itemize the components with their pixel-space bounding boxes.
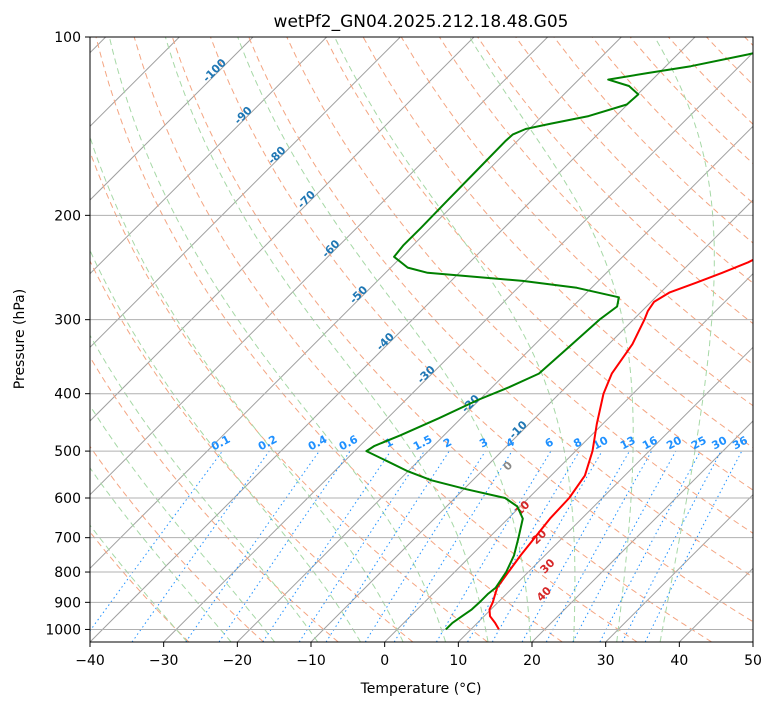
- isotherm-line: [384, 272, 753, 642]
- chart-title: wetPf2_GN04.2025.212.18.48.G05: [274, 12, 569, 32]
- y-tick-label: 900: [54, 595, 81, 611]
- y-tick-label: 100: [54, 30, 81, 46]
- x-tick-label: 30: [597, 653, 615, 669]
- y-tick-label: 200: [54, 208, 81, 224]
- isotherm-line: [90, 37, 549, 496]
- dry-adiabat-line: [171, 37, 712, 642]
- dry-adiabat-line: [248, 37, 753, 578]
- moist-adiabat-line: [654, 37, 715, 642]
- moist-adiabat-line: [90, 334, 319, 642]
- moist-adiabat-line: [90, 524, 188, 642]
- isotherm-line: [605, 493, 753, 642]
- x-tick-label: 10: [449, 653, 467, 669]
- pressure-gridlines: [90, 36, 753, 630]
- isotherm-line: [90, 37, 622, 570]
- dry-adiabat-line: [515, 37, 753, 284]
- mixing-ratio-line: [364, 450, 486, 642]
- x-tick-label: −20: [223, 653, 253, 669]
- mixing-ratio-line: [435, 450, 552, 642]
- isotherm-line: [236, 125, 753, 642]
- dry-adiabat-line: [95, 37, 563, 642]
- y-tick-label: 600: [54, 491, 81, 507]
- y-tick-label: 400: [54, 387, 81, 403]
- moist-adiabat-line: [108, 37, 446, 642]
- isotherm-line: [90, 37, 328, 275]
- mixing-ratio-label: 16: [640, 434, 660, 453]
- moist-adiabat-line: [90, 135, 404, 642]
- isotherm-line: [531, 420, 753, 642]
- x-tick-label: 50: [744, 653, 762, 669]
- mixing-ratio-line: [572, 450, 677, 642]
- mixing-ratio-label: 36: [730, 434, 750, 453]
- mixing-ratio-line: [599, 450, 701, 642]
- isotherm-line: [163, 51, 753, 642]
- mixing-ratio-label: 25: [689, 434, 709, 453]
- mixing-ratio-line: [325, 450, 450, 642]
- mixing-ratio-lines: [90, 450, 743, 642]
- plot-frame: [89, 36, 754, 643]
- sounding-series: [365, 52, 753, 631]
- x-tick-label: 0: [380, 653, 389, 669]
- isotherm-lines: [90, 37, 753, 642]
- y-tick-label: 700: [54, 531, 81, 547]
- y-tick-label: 500: [54, 444, 81, 460]
- temperature-profile: [488, 258, 753, 630]
- mixing-ratio-line: [262, 450, 392, 642]
- dry-adiabat-line: [324, 37, 753, 491]
- mixing-ratio-label: 10: [591, 434, 611, 453]
- mixing-ratio-line: [218, 450, 351, 642]
- isotherm-line: [90, 37, 254, 201]
- moist-adiabat-line: [90, 404, 275, 642]
- y-axis-ticks: 100 200 300 400 500 600 700 800 900 1000: [45, 30, 90, 638]
- moist-adiabat-line: [334, 37, 576, 642]
- moist-adiabat-line: [90, 467, 232, 642]
- mixing-ratio-line: [185, 450, 320, 642]
- y-axis-label: Pressure (hPa): [12, 289, 28, 389]
- mixing-ratio-label: 13: [618, 434, 638, 453]
- x-tick-label: 20: [523, 653, 541, 669]
- x-tick-label: −40: [75, 653, 105, 669]
- x-tick-label: −30: [149, 653, 179, 669]
- mixing-ratio-label: 20: [664, 434, 684, 453]
- dry-adiabat-line: [90, 259, 414, 642]
- mixing-ratio-line: [298, 450, 425, 642]
- isotherm-line: [90, 37, 475, 422]
- x-tick-label: 40: [670, 653, 688, 669]
- dry-adiabat-line: [210, 37, 753, 623]
- x-axis-ticks: −40 −30 −20 −10 0 10 20 30 40 50: [75, 642, 762, 669]
- x-axis-label: Temperature (°C): [360, 681, 482, 697]
- dry-adiabat-line: [286, 37, 753, 534]
- mixing-ratio-label: 30: [710, 434, 730, 453]
- moist-adiabat-line: [164, 37, 489, 642]
- dry-adiabat-line: [90, 445, 264, 642]
- moist-adiabat-line: [90, 249, 362, 642]
- mixing-ratio-line: [467, 450, 580, 642]
- y-tick-label: 300: [54, 313, 81, 329]
- moist-adiabat-lines: [90, 37, 715, 642]
- isotherm-line: [457, 346, 753, 642]
- isotherm-line: [90, 37, 401, 349]
- y-tick-label: 1000: [45, 622, 81, 638]
- moist-adiabat-line: [237, 37, 532, 642]
- x-tick-label: −10: [296, 653, 326, 669]
- y-tick-label: 800: [54, 565, 81, 581]
- dewpoint-profile: [365, 52, 753, 631]
- mixing-ratio-line: [393, 450, 513, 642]
